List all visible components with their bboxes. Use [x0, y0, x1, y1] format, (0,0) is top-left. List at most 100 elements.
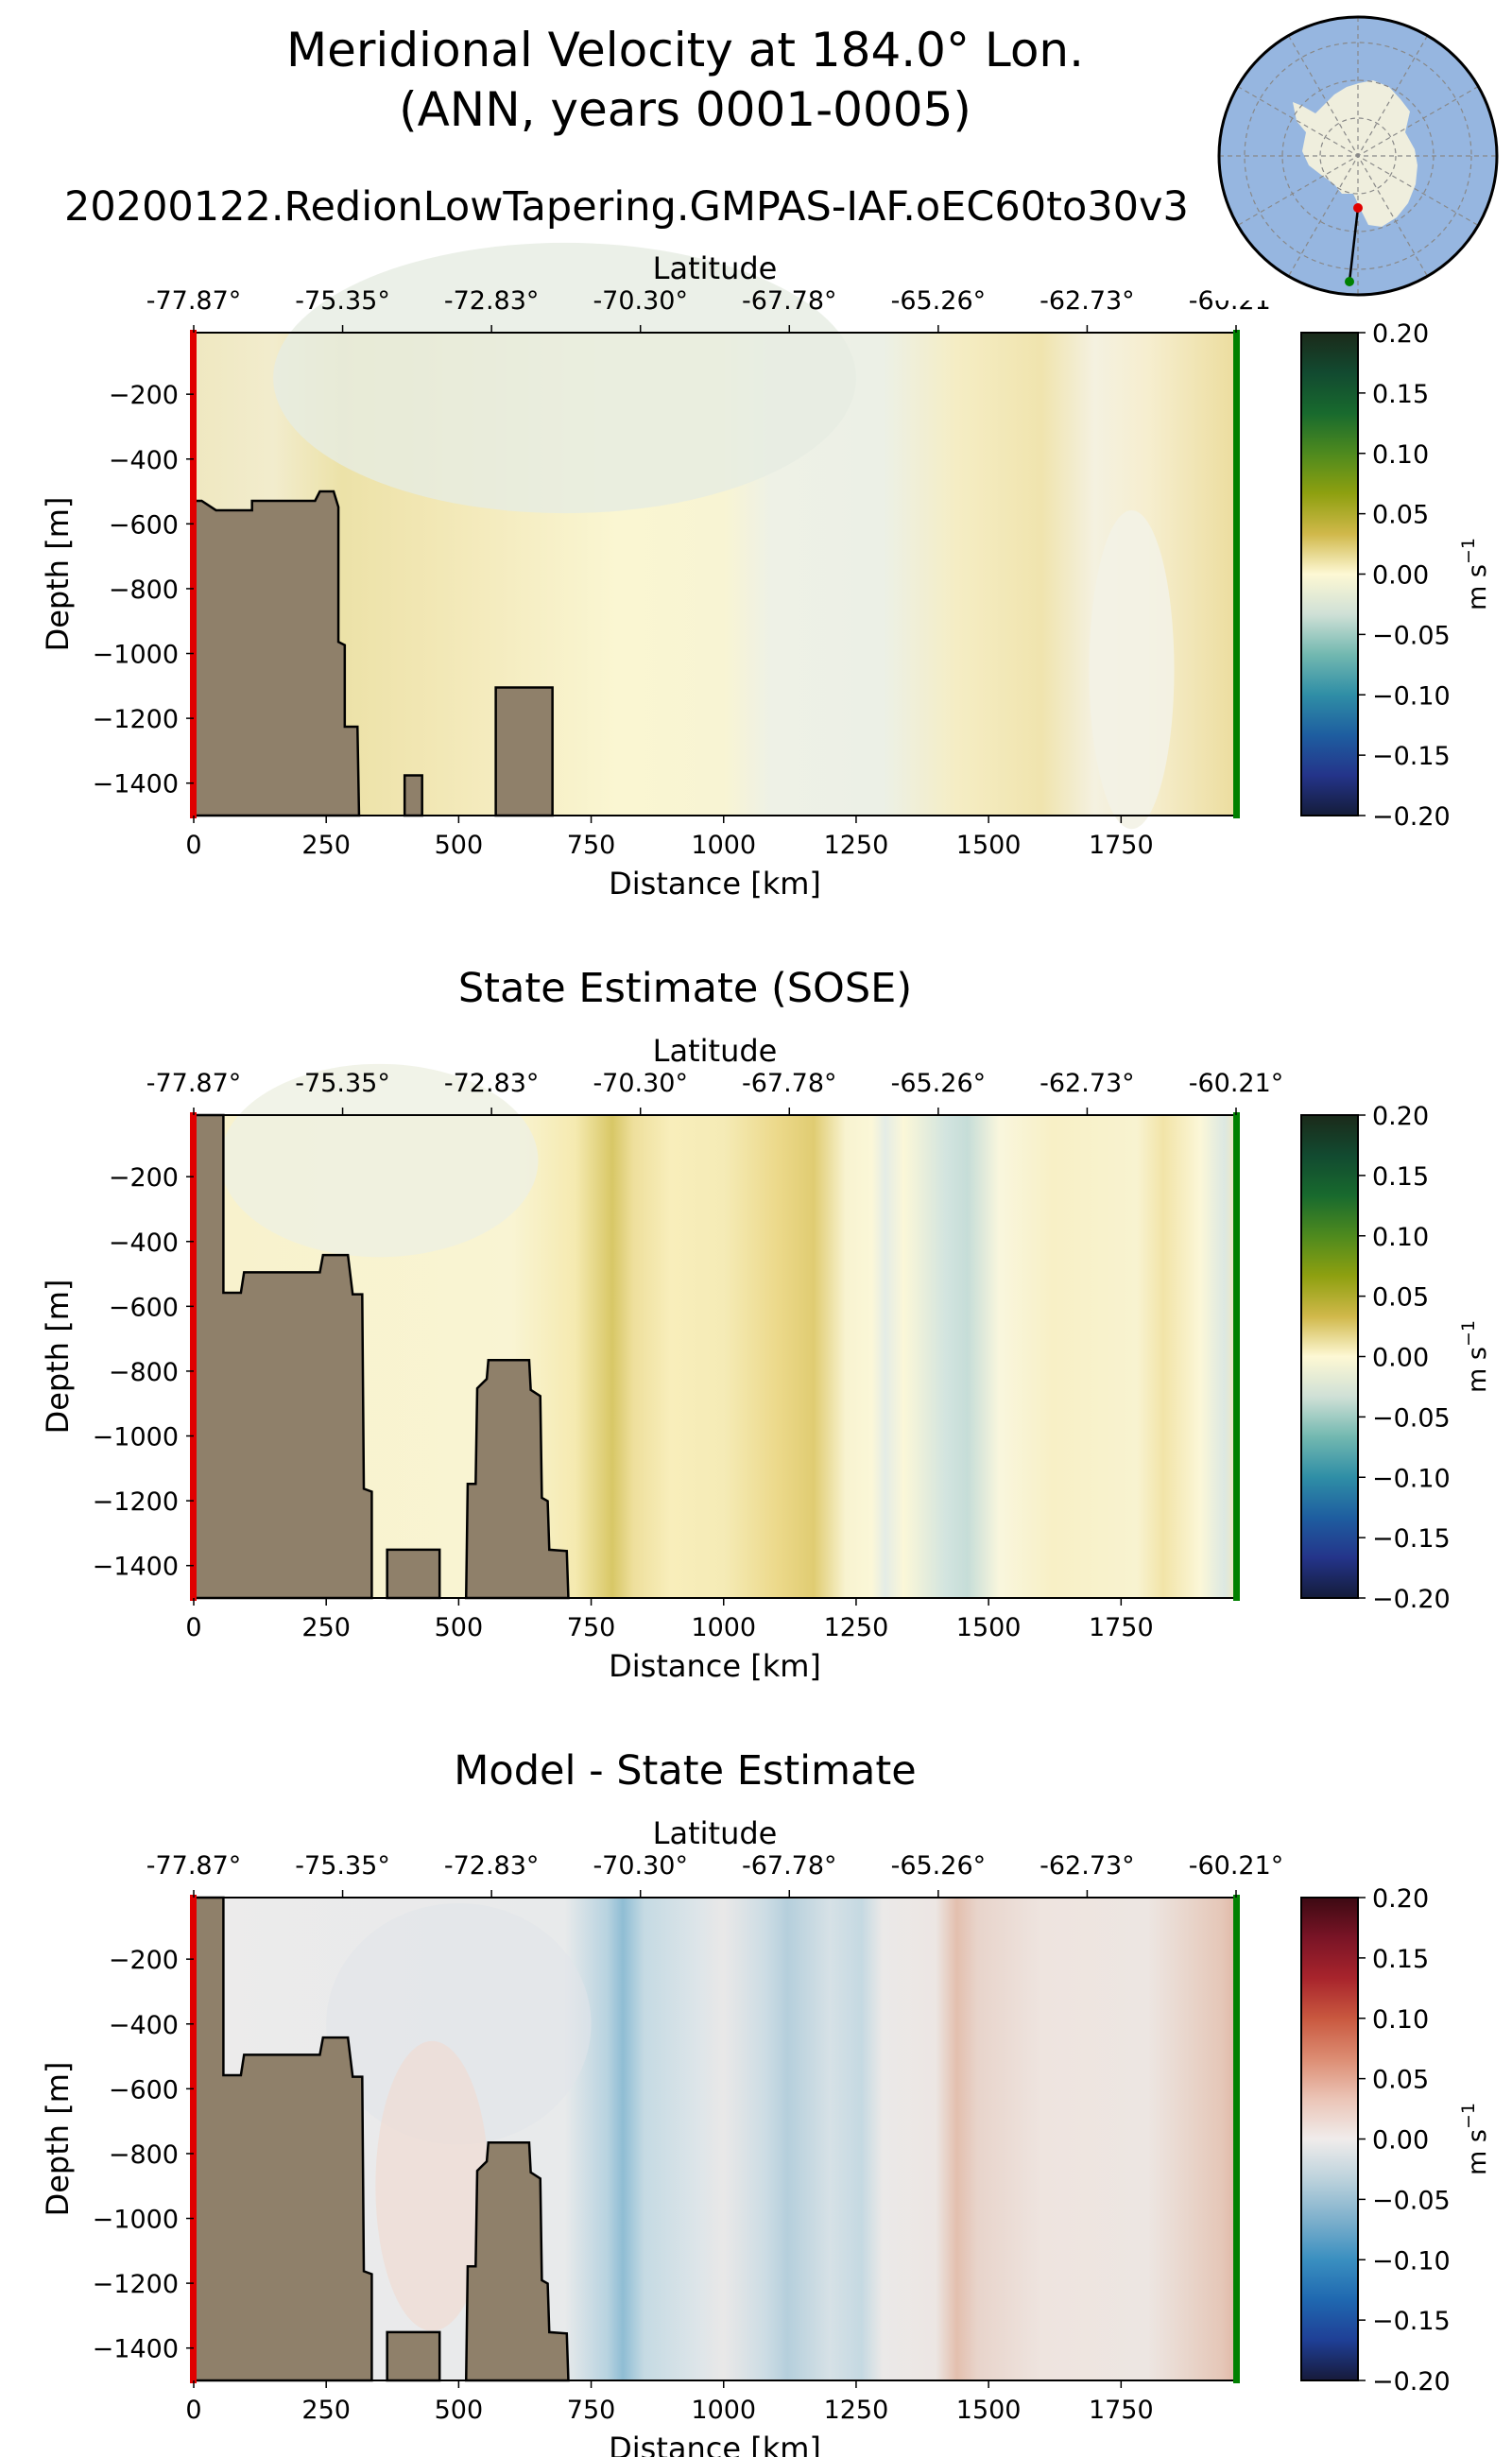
transect-start-line [190, 1895, 197, 2383]
antarctica-landmass [1293, 80, 1418, 227]
bathymetry-seafloor [192, 1113, 373, 1600]
y-tick-label: −200 [109, 1163, 179, 1193]
y-axis-label: Depth [m] [40, 2062, 76, 2217]
x-tick-label: 250 [301, 1613, 351, 1642]
colorbar-tick-label: 0.10 [1372, 440, 1429, 470]
lat-tick-label: -60.21° [1189, 1069, 1284, 1098]
latitude-gridline [1244, 42, 1472, 270]
latitude-gridline [1319, 117, 1397, 195]
x-tick-label: 1500 [956, 831, 1022, 860]
y-tick-label: −1400 [93, 1553, 179, 1582]
colorbar-unit-label: m s−1 [1458, 2103, 1492, 2175]
lat-tick-label: -65.26° [891, 286, 987, 316]
longitude-gridline [1237, 85, 1479, 227]
x-tick-label: 750 [567, 2396, 616, 2425]
colorbar-unit-label: m s−1 [1458, 1320, 1492, 1393]
colorbar-tick-label: 0.20 [1372, 1884, 1429, 1914]
transect-start-line [190, 1112, 197, 1601]
colorbar-tick-label: −0.10 [1372, 681, 1451, 711]
y-tick-label: −1000 [93, 1423, 179, 1452]
colorbar: 0.20 0.15 0.10 0.05 0.00 −0.05 −0.10 −0.15 −0.20… [1300, 1102, 1492, 1614]
y-tick-label: −600 [109, 1293, 179, 1322]
y-tick-label: −200 [109, 381, 179, 410]
bathymetry-seafloor [494, 686, 554, 817]
colorbar-gradient [1300, 332, 1359, 816]
transect-end-marker [1345, 277, 1354, 286]
x-tick-label: 1000 [691, 831, 756, 860]
lat-tick-label: -72.83° [444, 1851, 540, 1881]
top-axis-label: Latitude [653, 250, 778, 286]
colorbar-unit-exponent: −1 [1458, 1320, 1479, 1347]
y-tick-label: −1000 [93, 2206, 179, 2235]
panel-2: State Estimate (SOSE) 0 250 500 750 1000 1250 1… [40, 965, 1492, 1684]
lat-tick-label: -67.78° [742, 1069, 837, 1098]
velocity-field-feature [375, 2040, 490, 2331]
x-tick-label: 1000 [691, 1613, 756, 1642]
lat-tick-label: -60.21° [1189, 1851, 1284, 1881]
x-axis-label: Distance [km] [609, 866, 821, 902]
lat-tick-label: -70.30° [593, 1851, 688, 1881]
y-tick-label: −1200 [93, 1487, 179, 1517]
transect-end-line [1233, 1112, 1240, 1601]
x-axis-label: Distance [km] [609, 1648, 821, 1684]
x-tick-label: 500 [435, 2396, 484, 2425]
y-tick-label: −600 [109, 510, 179, 540]
lat-tick-label: -75.35° [295, 1851, 390, 1881]
colorbar-tick-label: 0.05 [1372, 2066, 1429, 2095]
y-tick-label: −800 [109, 576, 179, 605]
figure-title-line1: Meridional Velocity at 184.0° Lon. [286, 23, 1084, 77]
transect-start-marker [1353, 203, 1363, 213]
velocity-field-feature [273, 242, 856, 514]
velocity-field-feature [220, 1063, 539, 1258]
colorbar-unit-exponent: −1 [1458, 2103, 1479, 2129]
colorbar-tick-label: 0.05 [1372, 501, 1429, 530]
y-tick-label: −400 [109, 2011, 179, 2040]
lat-tick-label: -77.87° [146, 1851, 242, 1881]
x-tick-label: 250 [301, 2396, 351, 2425]
y-tick-label: −400 [109, 446, 179, 475]
x-tick-label: 1500 [956, 1613, 1022, 1642]
lat-tick-label: -67.78° [742, 286, 837, 316]
panel-3: Model - State Estimate 0 250 500 750 1000 1250… [40, 1747, 1492, 2457]
x-tick-label: 0 [185, 1613, 201, 1642]
colorbar-tick-label: 0.10 [1372, 1223, 1429, 1252]
x-tick-label: 1750 [1089, 2396, 1154, 2425]
x-axis-label: Distance [km] [609, 2431, 821, 2457]
top-axis-label: Latitude [653, 1033, 778, 1069]
transect-line [1348, 207, 1360, 283]
lat-tick-label: -72.83° [444, 1069, 540, 1098]
figure-title-line2: (ANN, years 0001-0005) [399, 82, 971, 137]
x-tick-label: 1000 [691, 2396, 756, 2425]
bathymetry-seafloor [464, 2141, 570, 2382]
panel-title: Model - State Estimate [454, 1747, 916, 1795]
bathymetry-seafloor [403, 774, 423, 817]
y-axis-label: Depth [m] [40, 497, 76, 652]
colorbar-tick-label: 0.15 [1372, 1945, 1429, 1974]
lat-tick-label: -62.73° [1040, 1069, 1135, 1098]
x-tick-label: 500 [435, 831, 484, 860]
x-tick-label: 750 [567, 831, 616, 860]
y-tick-label: −1400 [93, 2335, 179, 2364]
lat-tick-label: -67.78° [742, 1851, 837, 1881]
y-tick-label: −600 [109, 2075, 179, 2105]
colorbar-gradient [1300, 1897, 1359, 2381]
colorbar-tick-label: 0.05 [1372, 1283, 1429, 1313]
lat-tick-label: -75.35° [295, 286, 390, 316]
y-tick-label: −800 [109, 2140, 179, 2170]
colorbar-tick-label: −0.05 [1372, 621, 1451, 650]
y-tick-label: −400 [109, 1228, 179, 1258]
colorbar-tick-label: 0.00 [1372, 561, 1429, 591]
x-tick-label: 1250 [824, 2396, 889, 2425]
lat-tick-label: -62.73° [1040, 286, 1135, 316]
velocity-field-feature [1089, 510, 1175, 830]
lat-tick-label: -72.83° [444, 286, 540, 316]
lat-tick-label: -70.30° [593, 286, 688, 316]
colorbar-tick-label: 0.15 [1372, 1162, 1429, 1192]
x-tick-label: 500 [435, 1613, 484, 1642]
colorbar-tick-label: −0.15 [1372, 2307, 1451, 2336]
colorbar-unit: m s [1463, 2129, 1492, 2175]
colorbar-tick-label: −0.20 [1372, 1585, 1451, 1614]
colorbar-tick-label: 0.20 [1372, 1102, 1429, 1131]
y-axis-label: Depth [m] [40, 1280, 76, 1435]
